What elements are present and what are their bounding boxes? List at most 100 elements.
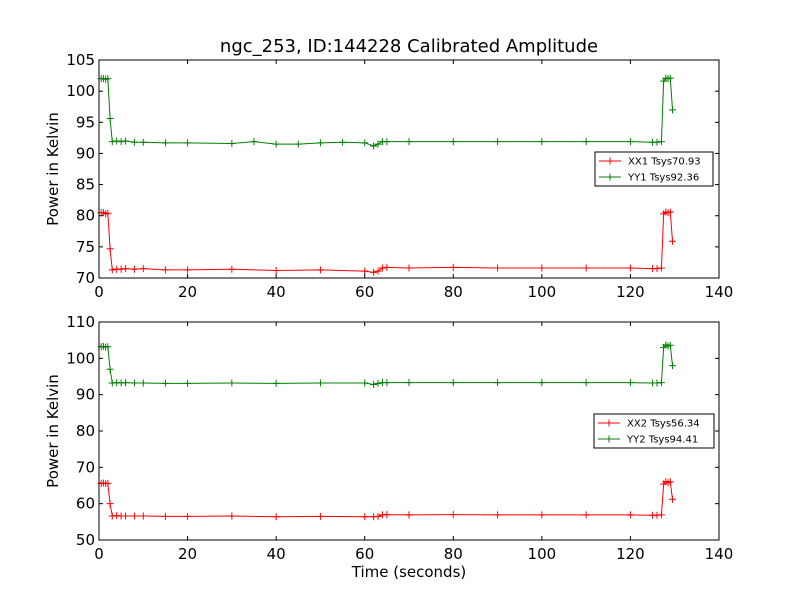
y-tick-label: 50 xyxy=(76,531,95,549)
data-point-marker xyxy=(130,512,138,520)
data-point-marker xyxy=(104,75,112,83)
data-point-marker xyxy=(272,513,280,521)
data-point-marker xyxy=(184,139,192,147)
data-point-marker xyxy=(666,74,674,82)
x-tick-label: 80 xyxy=(444,545,463,563)
x-tick-label: 0 xyxy=(94,545,104,563)
data-point-marker xyxy=(494,379,502,387)
legend-marker xyxy=(605,435,613,443)
data-point-marker xyxy=(106,365,114,373)
data-point-marker xyxy=(361,139,369,147)
data-point-marker xyxy=(666,208,674,216)
x-tick-label: 60 xyxy=(355,545,374,563)
data-point-marker xyxy=(405,138,413,146)
data-point-marker xyxy=(130,379,138,387)
data-point-marker xyxy=(161,379,169,387)
data-point-marker xyxy=(405,379,413,387)
legend-entry-label: YY1 Tsys92.36 xyxy=(627,173,699,184)
data-point-marker xyxy=(669,495,676,503)
data-point-marker xyxy=(383,263,391,271)
data-point-marker xyxy=(374,267,382,275)
series-2 xyxy=(97,341,676,388)
data-point-marker xyxy=(184,512,192,520)
x-tick-label: 120 xyxy=(616,283,645,301)
data-point-marker xyxy=(669,362,676,370)
legend-marker xyxy=(606,173,614,181)
legend-entry-label: XX2 Tsys56.34 xyxy=(627,419,700,430)
data-point-marker xyxy=(374,379,382,387)
data-point-marker xyxy=(272,267,280,275)
data-point-marker xyxy=(582,264,590,272)
x-tick-label: 100 xyxy=(528,283,557,301)
data-point-marker xyxy=(666,341,674,349)
series-1 xyxy=(97,208,676,276)
data-point-marker xyxy=(383,511,391,519)
y-axis-label: Power in Kelvin xyxy=(44,112,62,226)
data-point-marker xyxy=(122,265,130,273)
y-tick-label: 90 xyxy=(76,144,95,162)
data-point-marker xyxy=(108,138,116,146)
legend-box xyxy=(594,151,714,187)
data-point-marker xyxy=(626,511,634,519)
x-tick-label: 120 xyxy=(616,545,645,563)
y-tick-label: 80 xyxy=(76,207,95,225)
data-point-marker xyxy=(104,479,112,487)
data-point-marker xyxy=(626,138,634,146)
y-axis-label: Power in Kelvin xyxy=(44,374,62,488)
data-point-marker xyxy=(657,379,665,387)
data-point-marker xyxy=(657,138,665,146)
data-point-marker xyxy=(117,265,125,273)
data-point-marker xyxy=(582,511,590,519)
data-point-marker xyxy=(228,512,236,520)
data-point-marker xyxy=(139,138,147,146)
data-point-marker xyxy=(538,511,546,519)
data-point-marker xyxy=(449,379,457,387)
data-point-marker xyxy=(272,379,280,387)
data-point-marker xyxy=(106,245,114,253)
data-point-marker xyxy=(449,263,457,271)
data-point-marker xyxy=(104,343,112,351)
data-point-marker xyxy=(370,142,378,150)
data-point-marker xyxy=(538,138,546,146)
data-point-marker xyxy=(122,512,130,520)
data-point-marker xyxy=(669,106,676,114)
data-point-marker xyxy=(161,266,169,274)
data-point-marker xyxy=(117,138,125,146)
data-point-marker xyxy=(653,265,661,273)
data-point-marker xyxy=(374,512,382,520)
data-point-marker xyxy=(108,266,116,274)
data-point-marker xyxy=(139,379,147,387)
data-point-marker xyxy=(113,137,121,145)
data-point-marker xyxy=(361,379,369,387)
x-tick-label: 40 xyxy=(267,545,286,563)
x-tick-label: 140 xyxy=(705,283,734,301)
data-point-marker xyxy=(374,140,382,148)
y-tick-label: 100 xyxy=(66,82,95,100)
data-point-marker xyxy=(383,379,391,387)
data-point-marker xyxy=(161,139,169,147)
legend: XX2 Tsys56.34 YY2 Tsys94.41 xyxy=(593,413,715,449)
data-point-marker xyxy=(405,264,413,272)
y-tick-label: 85 xyxy=(76,176,95,194)
legend-entry-label: YY2 Tsys94.41 xyxy=(626,435,698,446)
data-point-marker xyxy=(106,500,114,508)
y-tick-label: 100 xyxy=(66,349,95,367)
y-tick-label: 90 xyxy=(76,386,95,404)
data-point-marker xyxy=(494,511,502,519)
data-point-marker xyxy=(669,237,676,245)
data-point-marker xyxy=(272,140,280,148)
data-point-marker xyxy=(657,264,665,272)
data-point-marker xyxy=(106,115,114,123)
subplot-top: 0 20 40 60 80 100 120 140 70 75 80 85 90 95 100 105 Powe… xyxy=(44,51,733,301)
data-point-marker xyxy=(361,513,369,521)
chart-panels: 0 20 40 60 80 100 120 140 70 75 80 85 90 95 100 105 Powe… xyxy=(44,51,733,581)
data-point-marker xyxy=(449,138,457,146)
data-point-marker xyxy=(626,379,634,387)
y-tick-label: 110 xyxy=(66,313,95,331)
x-tick-label: 20 xyxy=(178,545,197,563)
y-tick-label: 70 xyxy=(76,269,95,287)
legend-entry-label: XX1 Tsys70.93 xyxy=(628,157,701,168)
x-tick-label: 20 xyxy=(178,283,197,301)
series-2 xyxy=(97,74,676,150)
data-point-marker xyxy=(139,265,147,273)
